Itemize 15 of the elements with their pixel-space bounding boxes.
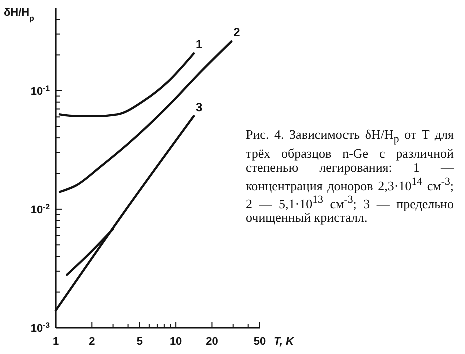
series-label: 3 <box>196 100 203 114</box>
y-axis-title: δH/H$_{p}$ <box>4 7 35 22</box>
x-tick-label: 2 <box>89 336 96 348</box>
x-tick-label: 5 <box>136 336 143 348</box>
x-tick-label: 50 <box>254 336 266 348</box>
y-tick-label: 10$^{-1}$ <box>30 83 51 98</box>
x-tick-label: 10 <box>170 336 182 348</box>
series-label: 2 <box>234 26 241 40</box>
y-tick-label: 10$^{-2}$ <box>30 202 50 216</box>
series-label: 1 <box>196 38 203 52</box>
x-axis-title: T, K <box>274 336 296 348</box>
y-tick-label: 10$^{-3}$ <box>30 320 50 335</box>
x-tick-label: 20 <box>206 336 218 348</box>
text: Рис. 4. Зависимость δH/H$_{p}$ от T для трёх образцов n-Ge с различной степенью легирования: 1 — концентрация доноров 2,3·10$^{14}$ см$^{-3}$; 2 — 5,1·10$^{13}$ см$^{-3}$; 3 — предельно очищенный кристалл. <box>246 127 454 226</box>
x-tick-label: 1 <box>52 336 60 348</box>
